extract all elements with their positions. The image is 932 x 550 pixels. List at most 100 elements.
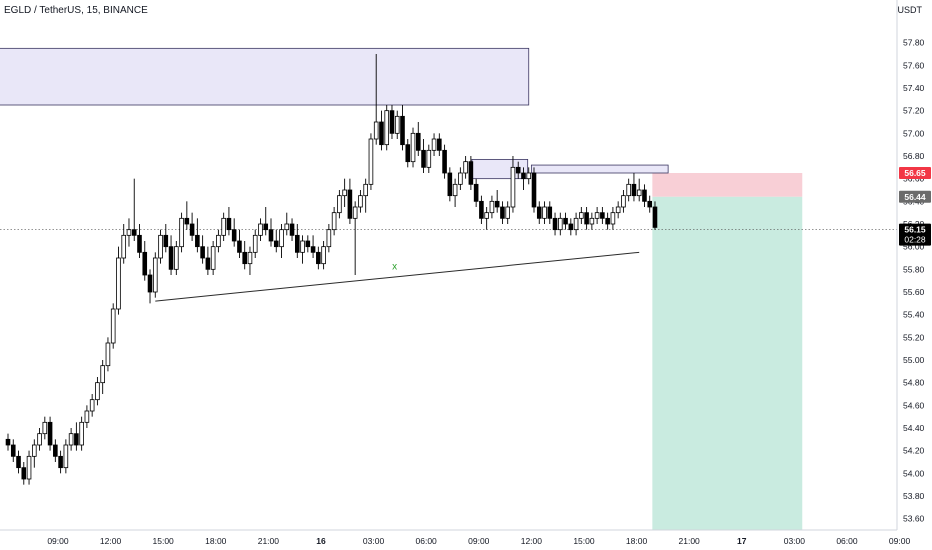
candle-48: [258, 218, 263, 241]
candle-79: [421, 139, 426, 173]
candle-47: [252, 229, 258, 258]
candle-53: [284, 212, 290, 236]
candle-61: [326, 224, 332, 253]
candle-5: [32, 439, 37, 468]
x-tick-label: 18:00: [205, 536, 227, 546]
candle-body: [252, 234, 258, 253]
x-tick-label: 06:00: [416, 536, 438, 546]
x-tick-label: 12:00: [521, 536, 543, 546]
candle-32: [174, 241, 179, 275]
candle-9: [53, 439, 58, 462]
candle-36: [195, 218, 200, 253]
candle-21: [116, 246, 121, 315]
candle-body: [210, 246, 216, 270]
candle-body: [563, 217, 568, 225]
candle-body: [452, 183, 458, 197]
y-tick-label: 54.80: [903, 378, 925, 388]
candle-119: [631, 173, 637, 202]
zone-rect-2: [530, 164, 669, 174]
candle-12: [68, 428, 74, 451]
candle-body: [505, 206, 510, 219]
candle-body: [337, 195, 342, 214]
candle-body: [195, 234, 200, 248]
candle-body: [258, 223, 263, 236]
candle-body: [610, 212, 616, 225]
candle-body: [105, 342, 111, 367]
candle-body: [189, 223, 195, 236]
candle-13: [74, 422, 79, 451]
candle-body: [426, 149, 432, 168]
candle-body: [647, 200, 653, 208]
candle-body: [289, 223, 295, 236]
candle-body: [16, 455, 21, 469]
candle-94: [500, 201, 505, 224]
candle-body: [247, 251, 253, 265]
candle-55: [294, 224, 300, 258]
candle-body: [310, 246, 316, 253]
candle-body: [558, 217, 563, 231]
candle-113: [600, 207, 605, 224]
candle-83: [442, 144, 447, 179]
candle-body: [326, 229, 332, 248]
candle-body: [573, 217, 579, 231]
candle-19: [105, 337, 111, 372]
candle-body: [552, 217, 558, 231]
candle-2: [16, 450, 21, 474]
candle-52: [279, 224, 284, 258]
zone-rect-0: [0, 47, 530, 106]
y-tick-label: 57.80: [903, 38, 925, 48]
x-tick-label: 16: [316, 536, 326, 546]
candle-17: [95, 377, 100, 406]
candle-body: [600, 212, 605, 219]
candle-body: [226, 217, 232, 231]
y-tick-label: 54.60: [903, 400, 925, 410]
candle-107: [568, 218, 574, 236]
entry-price-badge-bg: [899, 190, 931, 203]
candle-body: [200, 246, 205, 259]
candle-body: [284, 223, 290, 231]
candle-57: [305, 235, 311, 253]
candle-body: [26, 455, 32, 480]
candle-body: [642, 189, 647, 202]
candle-10: [58, 450, 63, 474]
candle-body: [358, 195, 363, 208]
candle-body: [152, 257, 158, 293]
y-tick-label: 55.00: [903, 355, 925, 365]
candle-body: [463, 161, 468, 174]
candle-body: [168, 246, 174, 270]
candle-8: [47, 416, 53, 451]
candle-body: [279, 229, 284, 248]
y-tick-label: 54.40: [903, 423, 925, 433]
candle-34: [184, 201, 190, 230]
candle-body: [615, 206, 621, 214]
candle-body: [363, 183, 368, 197]
candle-body: [184, 217, 190, 225]
candle-body: [584, 212, 589, 225]
y-tick-label: 55.20: [903, 332, 925, 342]
candle-body: [468, 161, 474, 185]
candle-body: [163, 234, 169, 248]
candle-77: [410, 127, 416, 168]
entry-price-badge-text: 56.44: [904, 192, 926, 202]
plot-layer: x: [0, 47, 897, 530]
candle-body: [321, 246, 326, 265]
candle-body: [621, 195, 626, 208]
candle-body: [331, 212, 337, 231]
candle-body: [594, 212, 600, 219]
candle-body: [479, 200, 484, 219]
candle-body: [605, 217, 610, 225]
candle-54: [289, 218, 295, 241]
candle-body: [5, 438, 11, 446]
candle-37: [200, 235, 205, 264]
x-tick-label: 15:00: [573, 536, 595, 546]
x-tick-label: 15:00: [153, 536, 175, 546]
candle-body: [110, 308, 116, 344]
candle-15: [84, 405, 90, 428]
candle-body: [389, 110, 395, 134]
candle-body: [447, 172, 453, 197]
candle-body: [137, 234, 142, 253]
last-price-badge-text: 02:28: [904, 235, 926, 245]
